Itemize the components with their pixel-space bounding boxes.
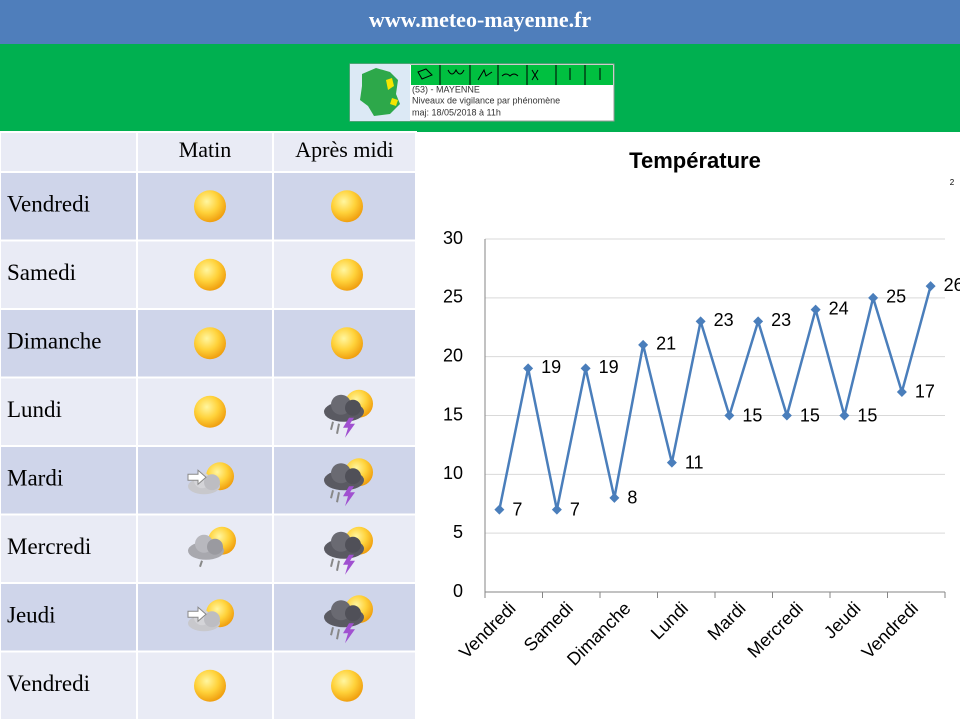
data-label: 19 xyxy=(541,357,561,377)
top-bar xyxy=(0,0,960,44)
data-label: 26 xyxy=(944,275,960,295)
marker xyxy=(868,292,879,303)
y-tick-label: 30 xyxy=(443,228,463,248)
marker xyxy=(551,504,562,515)
day-label: Mardi xyxy=(7,466,63,491)
y-tick-label: 5 xyxy=(453,522,463,542)
marker xyxy=(753,316,764,327)
day-label: Lundi xyxy=(7,397,62,422)
x-tick-label: Samedi xyxy=(520,598,577,655)
weather-icon xyxy=(194,669,226,702)
x-tick-label: Mardi xyxy=(704,598,750,644)
data-label: 17 xyxy=(915,382,935,402)
x-tick-label: Vendredi xyxy=(858,598,922,662)
marker xyxy=(638,339,649,350)
data-label: 15 xyxy=(800,405,820,425)
y-tick-label: 0 xyxy=(453,581,463,601)
x-tick-label: Dimanche xyxy=(563,598,634,669)
x-tick-label: Vendredi xyxy=(455,598,519,662)
site-url: www.meteo-mayenne.fr xyxy=(369,7,592,32)
day-label: Jeudi xyxy=(7,603,56,628)
marker xyxy=(580,363,591,374)
marker xyxy=(781,410,792,421)
marker xyxy=(523,363,534,374)
chart-title: Température xyxy=(629,148,761,173)
data-label: 19 xyxy=(599,357,619,377)
vigilance-line: Niveaux de vigilance par phénomène xyxy=(412,95,560,105)
chart: Température 2 0 5 10 15 20 25 30 7 19 7 19 8 21 11 23 1… xyxy=(443,148,960,670)
data-label: 25 xyxy=(886,287,906,307)
data-label: 15 xyxy=(857,405,877,425)
data-label: 11 xyxy=(685,452,704,472)
marker xyxy=(839,410,850,421)
marker xyxy=(666,457,677,468)
line xyxy=(498,285,932,510)
marker xyxy=(695,316,706,327)
day-label: Samedi xyxy=(7,260,76,285)
vigilance-line: (53) - MAYENNE xyxy=(412,84,480,94)
data-label: 23 xyxy=(714,310,734,330)
annotation: 2 xyxy=(950,178,955,187)
marker xyxy=(609,492,620,503)
y-tick-label: 20 xyxy=(443,345,463,365)
marker xyxy=(494,504,505,515)
table-cell xyxy=(0,650,138,720)
weather-icon xyxy=(194,327,226,360)
x-tick-label: Lundi xyxy=(647,598,692,643)
table-cell xyxy=(0,376,138,447)
y-tick-label: 10 xyxy=(443,463,463,483)
weather-icon xyxy=(331,327,363,360)
y-tick-label: 25 xyxy=(443,287,463,307)
column-header: Après midi xyxy=(295,137,393,162)
data-label: 8 xyxy=(627,488,637,508)
forecast-table: Matin Après midi Vendredi Samedi Dimanche Lun… xyxy=(0,131,417,720)
header-cell xyxy=(0,131,138,173)
table-cell xyxy=(0,239,138,310)
marker xyxy=(925,281,936,292)
weather-icon xyxy=(194,258,226,291)
y-tick-label: 15 xyxy=(443,404,463,424)
weather-icon xyxy=(331,190,363,223)
data-label: 15 xyxy=(742,405,762,425)
x-tick-label: Jeudi xyxy=(820,598,865,643)
column-header: Matin xyxy=(179,137,232,162)
weather-icon xyxy=(331,258,363,291)
data-label: 7 xyxy=(570,499,580,519)
day-label: Vendredi xyxy=(7,671,90,696)
data-label: 24 xyxy=(829,298,849,318)
x-tick-label: Mercredi xyxy=(743,598,807,662)
marker xyxy=(724,410,735,421)
table-cell xyxy=(136,582,274,653)
weather-icon xyxy=(194,190,226,223)
marker xyxy=(810,304,821,315)
day-label: Mercredi xyxy=(7,534,91,559)
data-label: 7 xyxy=(512,499,522,519)
day-label: Dimanche xyxy=(7,329,102,354)
day-label: Vendredi xyxy=(7,192,90,217)
weather-icon xyxy=(194,395,226,428)
vigilance-line: maj: 18/05/2018 à 11h xyxy=(412,107,501,117)
data-label: 21 xyxy=(656,334,676,354)
vigilance-box: (53) - MAYENNE Niveaux de vigilance par … xyxy=(349,63,615,122)
data-label: 23 xyxy=(771,310,791,330)
weather-icon xyxy=(331,669,363,702)
marker xyxy=(896,386,907,397)
